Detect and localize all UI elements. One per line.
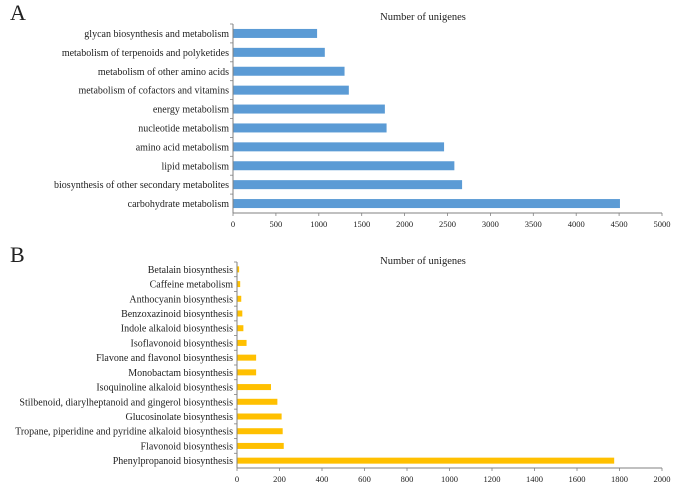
x-tick-label: 1200 <box>484 474 501 482</box>
category-label: Stilbenoid, diarylheptanoid and gingerol… <box>19 397 233 408</box>
x-tick-label: 0 <box>235 474 239 482</box>
bar <box>237 398 278 405</box>
category-label: Monobactam biosynthesis <box>128 368 233 379</box>
category-label: Flavone and flavonol biosynthesis <box>96 353 233 364</box>
x-tick-label: 4500 <box>611 219 628 229</box>
category-label: metabolism of terpenoids and polyketides <box>62 48 229 59</box>
category-label: Flavonoid biosynthesis <box>140 441 233 452</box>
x-tick-label: 3000 <box>482 219 499 229</box>
bar <box>237 428 283 435</box>
bar <box>237 354 257 361</box>
bar <box>237 442 284 449</box>
category-label: Isoflavonoid biosynthesis <box>131 338 234 349</box>
bar <box>237 325 244 332</box>
x-tick-label: 1500 <box>353 219 370 229</box>
x-tick-label: 1600 <box>569 474 586 482</box>
bar <box>237 339 247 346</box>
panel-b-axis: 0 200 400 600 800 1000 1200 1400 1600 1800 2000 <box>234 261 671 482</box>
bar <box>233 199 620 209</box>
x-tick-label: 2000 <box>654 474 671 482</box>
panel-b-bars <box>237 266 615 464</box>
category-label: Caffeine metabolism <box>150 280 234 291</box>
x-tick-label: 1800 <box>611 474 628 482</box>
panel-b-chart: B Number of unigenes Betalain biosynthes… <box>10 242 671 482</box>
panel-a-letter: A <box>10 0 26 25</box>
bar <box>237 295 242 302</box>
x-tick-label: 5000 <box>654 219 671 229</box>
bar <box>237 369 257 376</box>
category-label: Isoquinoline alkaloid biosynthesis <box>96 383 233 394</box>
x-tick-label: 600 <box>358 474 371 482</box>
x-tick-label: 1000 <box>310 219 327 229</box>
category-label: Betalain biosynthesis <box>148 265 233 276</box>
panel-a-title: Number of unigenes <box>380 12 466 23</box>
x-tick-label: 0 <box>231 219 235 229</box>
bar <box>233 104 385 114</box>
x-tick-label: 4000 <box>568 219 585 229</box>
bar <box>233 66 345 76</box>
bar <box>233 161 455 171</box>
bar <box>237 457 615 464</box>
x-tick-label: 2000 <box>396 219 413 229</box>
x-tick-label: 2500 <box>439 219 456 229</box>
panel-a-axis: 0 500 1000 1500 2000 2500 3000 3500 4000 4500 5000 <box>230 23 671 229</box>
bar <box>233 123 387 133</box>
category-label: amino acid metabolism <box>136 142 230 153</box>
category-label: biosynthesis of other secondary metaboli… <box>54 180 229 191</box>
category-label: energy metabolism <box>153 105 229 116</box>
panel-a-bars <box>233 28 620 209</box>
x-tick-label: 3500 <box>525 219 542 229</box>
x-tick-label: 800 <box>401 474 414 482</box>
bar <box>233 28 318 38</box>
category-label: nucleotide metabolism <box>138 123 229 134</box>
bar <box>233 142 445 152</box>
category-label: carbohydrate metabolism <box>128 199 230 210</box>
category-label: Tropane, piperidine and pyridine alkaloi… <box>15 427 233 438</box>
category-label: metabolism of cofactors and vitamins <box>78 86 229 97</box>
bar <box>237 266 240 273</box>
category-label: Indole alkaloid biosynthesis <box>121 324 233 335</box>
panel-b-category-labels: Betalain biosynthesis Caffeine metabolism… <box>15 265 233 467</box>
x-tick-label: 1000 <box>441 474 458 482</box>
category-label: glycan biosynthesis and metabolism <box>84 29 229 40</box>
category-label: Benzoxazinoid biosynthesis <box>121 309 233 320</box>
category-label: lipid metabolism <box>162 161 230 172</box>
category-label: Phenylpropanoid biosynthesis <box>113 456 233 467</box>
category-label: Glucosinolate biosynthesis <box>126 412 234 423</box>
panel-a-chart: A Number of unigenes glycan biosynthesis… <box>10 0 671 229</box>
x-tick-label: 200 <box>273 474 286 482</box>
panel-a-category-labels: glycan biosynthesis and metabolism metabo… <box>54 29 229 210</box>
bar <box>237 310 243 317</box>
x-tick-label: 500 <box>270 219 283 229</box>
bar <box>237 413 282 420</box>
x-tick-label: 1400 <box>526 474 543 482</box>
bar <box>233 180 463 190</box>
bar <box>237 384 271 391</box>
panel-b-title: Number of unigenes <box>380 256 466 267</box>
bar <box>233 85 349 95</box>
bar <box>237 281 241 288</box>
panel-b-letter: B <box>10 242 25 267</box>
bar <box>233 47 325 57</box>
x-tick-label: 400 <box>316 474 329 482</box>
category-label: metabolism of other amino acids <box>98 67 229 78</box>
category-label: Anthocyanin biosynthesis <box>129 294 233 305</box>
